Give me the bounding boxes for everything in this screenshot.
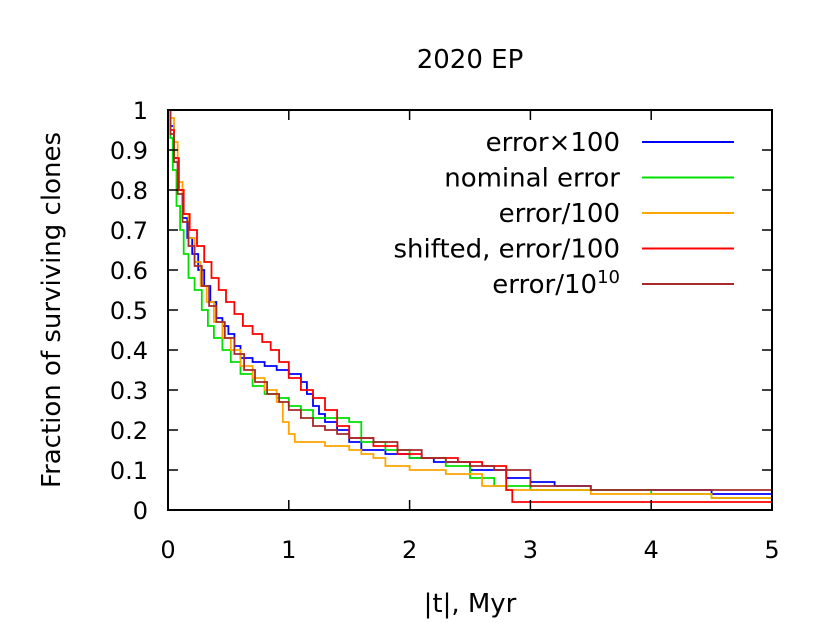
legend: error×100 nominal error error/100 shifted, … [394, 128, 734, 300]
y-tick-label: 0.6 [110, 257, 148, 285]
legend-label-2: error/100 [499, 199, 620, 229]
plot-lines [168, 109, 772, 503]
x-tick-label: 1 [281, 536, 296, 564]
x-tick-label: 5 [764, 536, 779, 564]
y-tick-label: 1 [133, 97, 148, 125]
x-tick-label: 3 [523, 536, 538, 564]
legend-label-0: error×100 [486, 128, 620, 158]
x-axis-ticks: 0 1 2 3 4 5 [160, 110, 780, 564]
x-tick-label: 0 [160, 536, 175, 564]
y-tick-label: 0.5 [110, 297, 148, 325]
y-tick-label: 0.7 [110, 217, 148, 245]
chart-title: 2020 EP [417, 45, 524, 75]
series-line-2 [168, 109, 772, 499]
legend-label-1: nominal error [444, 164, 620, 194]
y-axis-ticks: 0 0.1 0.2 0.3 0.4 0.5 0.6 0.7 0.8 0.9 1 [110, 97, 772, 525]
x-tick-label: 2 [402, 536, 417, 564]
x-tick-label: 4 [644, 536, 659, 564]
y-tick-label: 0 [133, 497, 148, 525]
x-axis-label: |t|, Myr [424, 589, 517, 619]
y-tick-label: 0.3 [110, 377, 148, 405]
legend-label-3: shifted, error/100 [394, 235, 621, 265]
y-tick-label: 0.2 [110, 417, 148, 445]
y-axis-label: Fraction of surviving clones [37, 132, 67, 488]
y-tick-label: 0.4 [110, 337, 148, 365]
series-line-4 [168, 109, 772, 491]
y-tick-label: 0.8 [110, 177, 148, 205]
legend-label-4: error/1010 [492, 267, 620, 300]
y-tick-label: 0.1 [110, 457, 148, 485]
y-tick-label: 0.9 [110, 137, 148, 165]
